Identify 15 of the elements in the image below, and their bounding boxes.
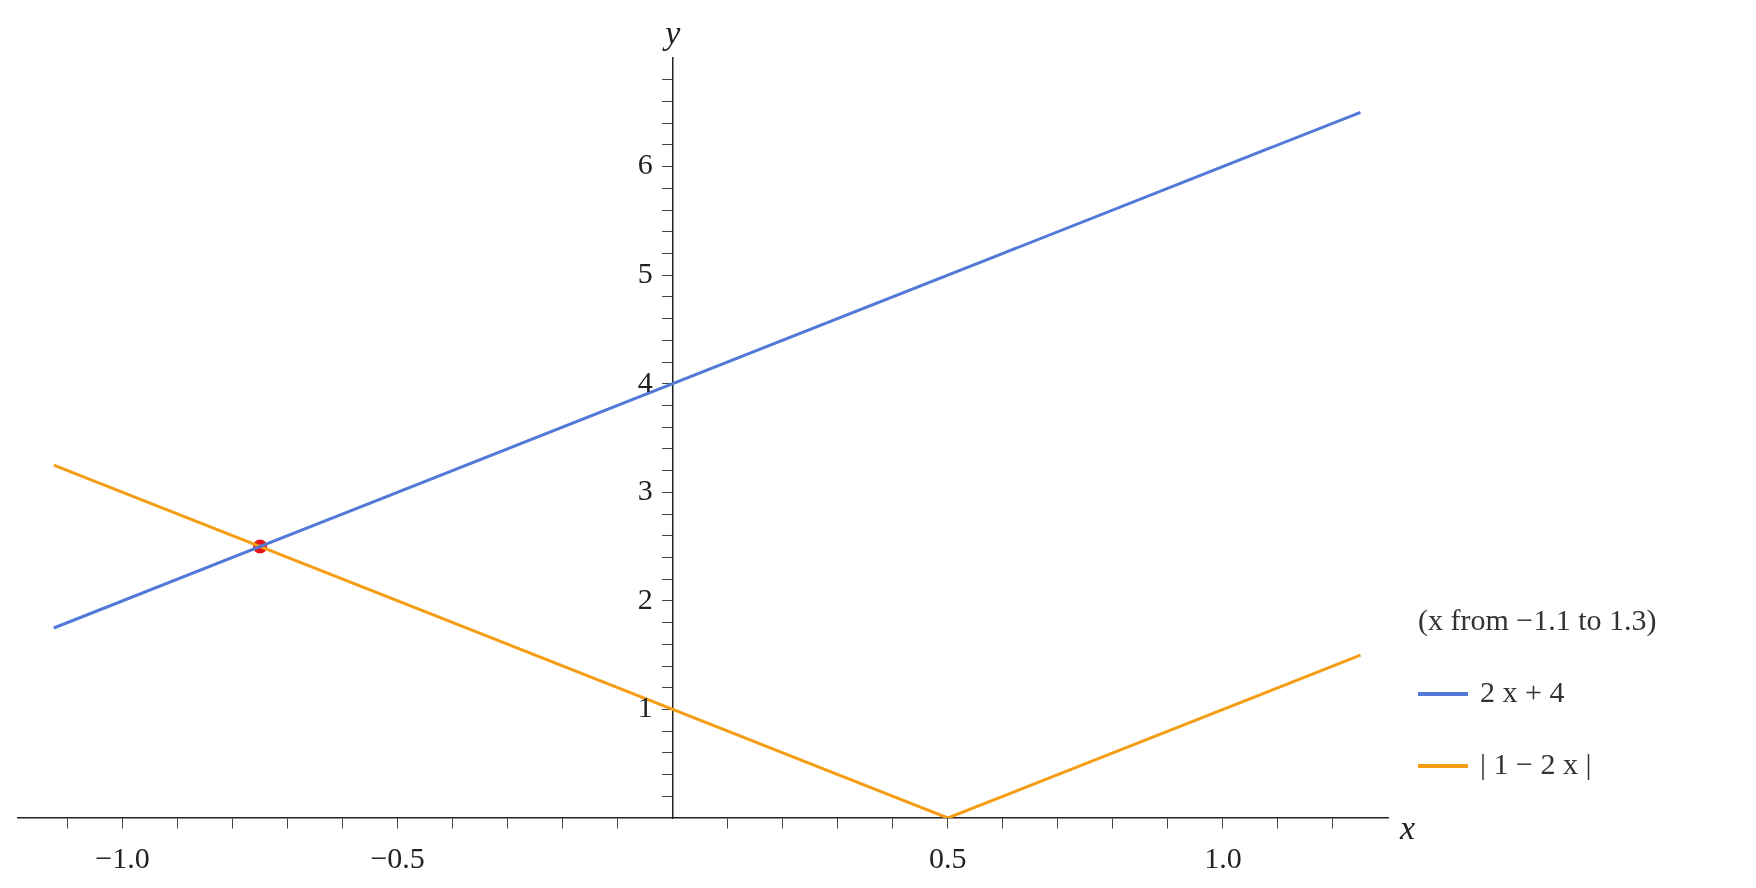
x-tick-label: −1.0 — [95, 840, 150, 874]
legend-label: 2 x + 4 — [1480, 674, 1565, 708]
y-tick-label: 6 — [637, 147, 653, 181]
x-tick-label: −0.5 — [370, 840, 425, 874]
x-tick-label: 1.0 — [1204, 840, 1242, 874]
y-tick-label: 5 — [637, 256, 653, 290]
y-tick-label: 2 — [637, 581, 653, 615]
y-tick-label: 1 — [637, 690, 653, 724]
legend-title: (x from −1.1 to 1.3) — [1418, 602, 1657, 637]
y-tick-label: 3 — [637, 473, 653, 507]
x-axis-title: x — [1399, 808, 1416, 846]
y-tick-label: 4 — [637, 364, 653, 398]
x-tick-label: 0.5 — [929, 840, 967, 874]
y-axis-title: y — [662, 13, 682, 51]
legend-label: | 1 − 2 x | — [1480, 746, 1592, 780]
